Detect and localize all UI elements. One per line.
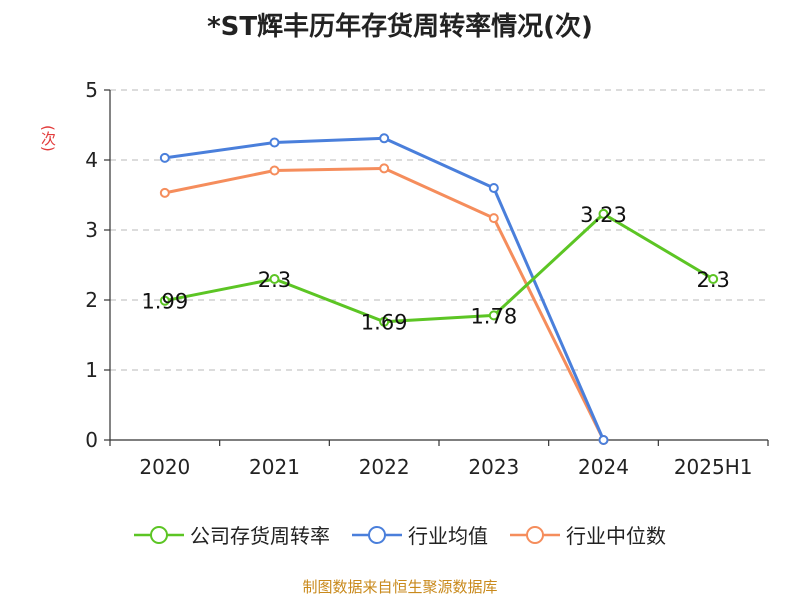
data-point	[159, 187, 170, 198]
chart-title: *ST辉丰历年存货周转率情况(次)	[207, 12, 593, 42]
legend-label: 公司存货周转率	[190, 524, 330, 548]
y-axis-unit-label: (次)	[39, 125, 57, 152]
data-point	[708, 274, 719, 284]
y-tick-label: 3	[85, 218, 98, 242]
x-tick-label: 2023	[468, 455, 519, 479]
data-point	[269, 274, 280, 284]
x-tick-label: 2021	[249, 455, 300, 479]
y-tick-label: 1	[85, 358, 98, 382]
legend-item[interactable]: 公司存货周转率	[134, 520, 330, 549]
x-tick-label: 2025H1	[674, 455, 753, 479]
legend-swatch	[352, 525, 402, 544]
data-point	[269, 137, 280, 148]
series-line	[164, 166, 605, 441]
data-label: 1.78	[470, 304, 517, 328]
data-label: 2.3	[696, 268, 729, 292]
y-tick-label: 4	[85, 148, 98, 172]
data-point	[598, 208, 609, 219]
data-label: 1.69	[361, 311, 408, 335]
series-line	[164, 212, 714, 324]
legend-swatch	[134, 525, 184, 544]
data-label: 1.99	[141, 290, 188, 314]
x-tick-label: 2022	[359, 455, 410, 479]
data-point	[488, 183, 499, 193]
legend-label: 行业均值	[408, 524, 488, 548]
data-point	[379, 133, 390, 144]
source-note: 制图数据来自恒生聚源数据库	[302, 578, 498, 596]
legend-item[interactable]: 行业中位数	[510, 520, 666, 549]
data-label: 2.3	[258, 268, 291, 292]
y-tick-label: 2	[85, 288, 98, 312]
chart-legend: 公司存货周转率 行业均值 行业中位数	[0, 520, 800, 549]
data-point	[488, 310, 499, 321]
data-point	[379, 163, 390, 174]
y-tick-label: 0	[85, 428, 98, 452]
data-point	[159, 152, 170, 163]
data-label: 3.23	[580, 203, 627, 227]
data-point	[488, 213, 499, 224]
legend-label: 行业中位数	[566, 524, 666, 548]
data-point	[598, 435, 609, 445]
y-tick-label: 5	[85, 78, 98, 102]
data-point	[379, 316, 390, 327]
x-tick-label: 2024	[578, 455, 629, 479]
legend-item[interactable]: 行业均值	[352, 520, 488, 549]
legend-swatch	[510, 525, 560, 544]
x-tick-label: 2020	[139, 455, 190, 479]
data-point	[159, 295, 170, 306]
data-point	[269, 165, 280, 176]
